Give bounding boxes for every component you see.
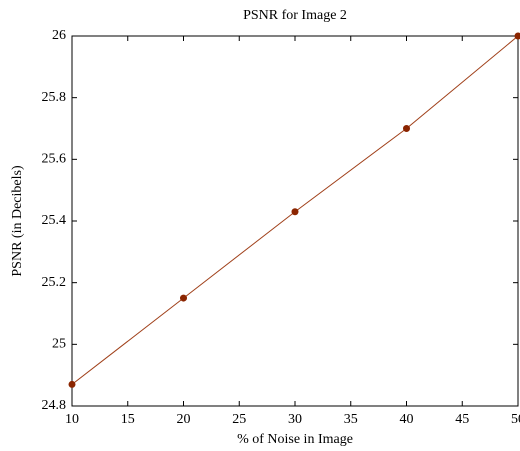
x-tick-label: 10 — [65, 412, 79, 427]
y-axis-label: PSNR (in Decibels) — [10, 165, 25, 277]
data-point — [403, 125, 410, 132]
x-tick-label: 35 — [344, 412, 358, 427]
chart-title: PSNR for Image 2 — [243, 8, 347, 23]
data-point — [68, 380, 76, 388]
x-tick-label: 15 — [121, 412, 135, 427]
data-point — [514, 32, 520, 40]
y-tick-label: 25.6 — [42, 152, 67, 167]
y-tick-label: 25.2 — [42, 275, 67, 290]
x-tick-label: 40 — [400, 412, 414, 427]
y-tick-label: 24.8 — [42, 398, 67, 413]
y-tick-label: 25.8 — [42, 90, 67, 105]
x-tick-label: 30 — [288, 412, 302, 427]
data-point — [291, 208, 299, 216]
x-tick-label: 45 — [455, 412, 469, 427]
y-tick-label: 25.4 — [42, 213, 67, 228]
x-axis-label: % of Noise in Image — [237, 432, 353, 447]
x-tick-label: 50 — [511, 412, 520, 427]
y-tick-label: 26 — [52, 28, 66, 43]
x-tick-label: 25 — [232, 412, 246, 427]
x-tick-label: 20 — [177, 412, 191, 427]
y-tick-label: 25 — [52, 337, 66, 352]
data-point — [180, 294, 187, 302]
